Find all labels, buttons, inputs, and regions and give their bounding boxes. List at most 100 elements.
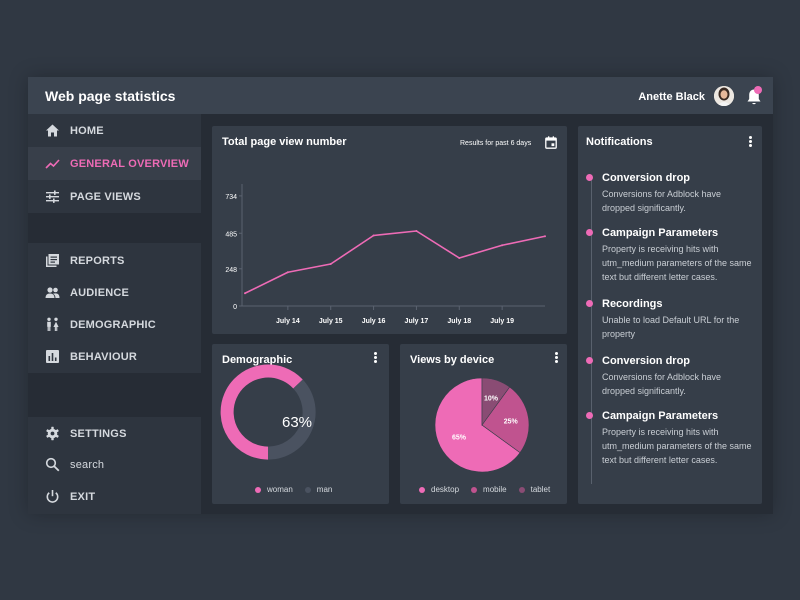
legend-swatch bbox=[304, 486, 311, 493]
trending-up-icon bbox=[45, 159, 60, 169]
demographic-card: Demographic 63% woman man bbox=[212, 344, 389, 504]
demographic-donut bbox=[220, 364, 316, 460]
sidebar-spacer bbox=[28, 210, 201, 243]
y-tick-label: 0 bbox=[233, 304, 237, 311]
sidebar-spacer bbox=[28, 372, 201, 417]
notification-title: Recordings bbox=[602, 298, 663, 310]
timeline-line bbox=[591, 176, 592, 484]
card-title: Views by device bbox=[410, 354, 495, 366]
sidebar-item-label: PAGE VIEWS bbox=[70, 191, 141, 203]
calendar-icon[interactable] bbox=[545, 136, 557, 149]
pie-slice-mobile bbox=[481, 386, 530, 454]
data-point bbox=[544, 235, 546, 238]
x-tick-label: July 19 bbox=[490, 318, 514, 325]
dashboard-window: Web page statistics Anette Black HOME bbox=[28, 77, 773, 514]
pie-slice-desktop bbox=[434, 377, 521, 473]
x-tick-label: July 15 bbox=[319, 318, 343, 325]
sidebar-item-label: DEMOGRAPHIC bbox=[70, 319, 156, 331]
sidebar-item-general-overview[interactable]: GENERAL OVERVIEW bbox=[28, 147, 201, 180]
notification-title: Conversion drop bbox=[602, 355, 691, 367]
notification-text: Unable to load Default URL for the prope… bbox=[602, 315, 740, 339]
data-point bbox=[244, 292, 246, 295]
sidebar-item-settings[interactable]: SETTINGS bbox=[28, 417, 201, 450]
sidebar-item-label: SETTINGS bbox=[70, 428, 127, 440]
timeline-dot bbox=[586, 229, 593, 236]
sidebar-item-search[interactable]: search bbox=[28, 448, 201, 481]
timeline-dot bbox=[586, 300, 593, 307]
demographic-icon bbox=[47, 317, 59, 331]
data-point bbox=[458, 257, 461, 259]
x-tick-label: July 17 bbox=[405, 318, 429, 325]
page-views-line bbox=[244, 230, 546, 294]
legend-label: desktop bbox=[431, 485, 460, 494]
user-name[interactable]: Anette Black bbox=[638, 91, 705, 103]
notification-text: Conversions for Adblock have dropped sig… bbox=[602, 372, 722, 396]
notification-text: Property is receiving hits with utm_medi… bbox=[602, 427, 752, 465]
timeline-dot bbox=[586, 412, 593, 419]
sidebar-item-label: EXIT bbox=[70, 491, 96, 503]
sidebar: HOME GENERAL OVERVIEW PAGE VIEWS bbox=[28, 114, 201, 514]
donut-segment-man bbox=[267, 379, 316, 460]
notification-badge bbox=[754, 86, 762, 94]
legend-item-desktop: desktop bbox=[419, 485, 459, 494]
sidebar-item-label: AUDIENCE bbox=[70, 287, 130, 299]
slice-label: 25% bbox=[504, 418, 519, 425]
legend-swatch bbox=[518, 486, 525, 493]
more-menu-icon[interactable] bbox=[749, 136, 753, 148]
top-bar: Web page statistics Anette Black bbox=[28, 77, 773, 114]
y-tick-label: 485 bbox=[225, 231, 237, 238]
sidebar-item-label: GENERAL OVERVIEW bbox=[70, 158, 189, 170]
device-pie-chart: 65% 25% 10% bbox=[434, 377, 530, 473]
line-chart: 0 248 485 734 July 14 July 15 July 16 July 17 Ju… bbox=[225, 184, 546, 325]
card-title: Demographic bbox=[222, 354, 293, 366]
reports-icon bbox=[46, 254, 59, 267]
sidebar-item-audience[interactable]: AUDIENCE bbox=[28, 276, 201, 309]
legend-swatch bbox=[419, 486, 425, 493]
card-title: Total page view number bbox=[222, 136, 347, 148]
card-title: Notifications bbox=[586, 136, 653, 148]
timeline-dot bbox=[586, 357, 593, 364]
x-tick-label: July 16 bbox=[362, 318, 386, 325]
y-tick-label: 248 bbox=[225, 267, 237, 274]
notifications-card: Notifications Conversion drop Conversion… bbox=[578, 126, 762, 504]
page-views-card: Total page view number Results for past … bbox=[212, 126, 567, 334]
sidebar-item-home[interactable]: HOME bbox=[28, 114, 201, 147]
legend-swatch bbox=[471, 486, 478, 493]
legend-label: tablet bbox=[530, 485, 551, 494]
avatar-photo bbox=[714, 86, 734, 106]
page-title: Web page statistics bbox=[45, 88, 176, 104]
data-point bbox=[329, 263, 332, 265]
sidebar-item-label: REPORTS bbox=[70, 255, 125, 267]
legend-label: man bbox=[316, 485, 333, 494]
legend-item-woman: woman bbox=[255, 485, 293, 494]
power-icon bbox=[46, 490, 59, 503]
legend-label: woman bbox=[267, 485, 293, 494]
device-legend: desktop mobile tablet bbox=[419, 485, 562, 494]
notification-title: Conversion drop bbox=[602, 172, 691, 184]
sidebar-item-page-views[interactable]: PAGE VIEWS bbox=[28, 180, 201, 213]
x-tick-label: July 14 bbox=[276, 318, 300, 325]
avatar[interactable] bbox=[714, 86, 734, 106]
sidebar-item-label: search bbox=[70, 459, 105, 471]
more-menu-icon[interactable] bbox=[555, 352, 559, 364]
sidebar-item-demographic[interactable]: DEMOGRAPHIC bbox=[28, 308, 201, 341]
home-icon bbox=[46, 124, 59, 137]
sidebar-item-behaviour[interactable]: BEHAVIOUR bbox=[28, 340, 201, 373]
search-icon bbox=[45, 457, 60, 472]
data-point bbox=[286, 271, 289, 274]
demographic-legend: woman man bbox=[255, 485, 344, 494]
sidebar-item-reports[interactable]: REPORTS bbox=[28, 244, 201, 277]
more-menu-icon[interactable] bbox=[374, 352, 378, 364]
slice-label: 10% bbox=[484, 395, 499, 402]
notification-title: Campaign Parameters bbox=[602, 410, 719, 422]
legend-item-mobile: mobile bbox=[471, 485, 507, 494]
notification-text: Conversions for Adblock have dropped sig… bbox=[602, 189, 722, 213]
legend-item-man: man bbox=[304, 485, 333, 494]
views-by-device-card: Views by device 65% 25% 10% desktop mobile… bbox=[400, 344, 567, 504]
notification-title: Campaign Parameters bbox=[602, 227, 719, 239]
pie-slice-tablet bbox=[481, 377, 511, 426]
results-range-label[interactable]: Results for past 6 days bbox=[460, 140, 532, 147]
donut-center-label: 63% bbox=[282, 414, 313, 431]
sidebar-item-exit[interactable]: EXIT bbox=[28, 480, 201, 513]
sidebar-item-label: HOME bbox=[70, 125, 104, 137]
